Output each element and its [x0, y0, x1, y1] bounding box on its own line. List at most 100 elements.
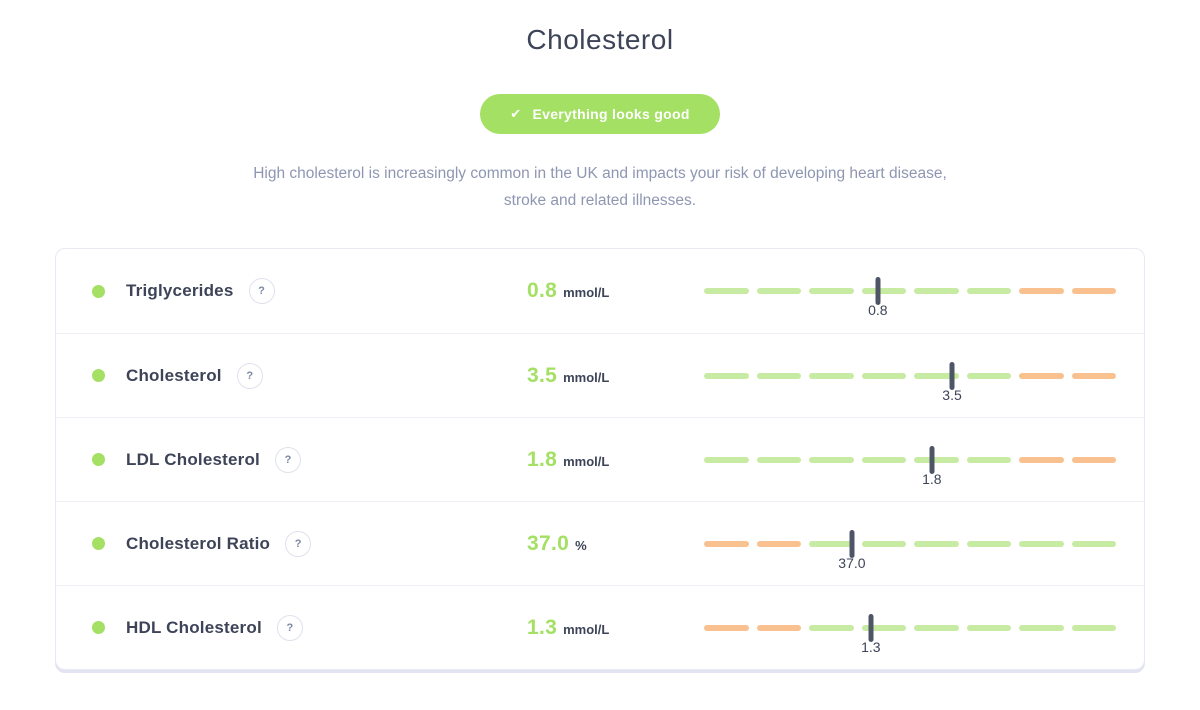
range-segment-green: [966, 456, 1011, 463]
range-segment-green: [966, 624, 1011, 631]
biomarker-value: 1.3: [527, 615, 558, 639]
biomarker-unit: mmol/L: [563, 285, 610, 300]
marker-value-label: 3.5: [942, 386, 962, 403]
biomarker-row: HDL Cholesterol ? 1.3 mmol/L 1.3: [56, 585, 1144, 669]
biomarker-row: Triglycerides ? 0.8 mmol/L 0.8: [56, 249, 1144, 333]
biomarker-value: 37.0: [527, 531, 570, 555]
help-icon[interactable]: ?: [285, 530, 312, 557]
marker-value-label: 1.3: [861, 638, 881, 655]
help-icon[interactable]: ?: [236, 362, 263, 389]
biomarker-row: LDL Cholesterol ? 1.8 mmol/L 1.8: [56, 417, 1144, 501]
range-segment-orange: [704, 540, 749, 547]
range-segment-green: [1019, 624, 1064, 631]
range-segment-green: [1071, 540, 1116, 547]
value-marker: [868, 613, 874, 642]
help-icon[interactable]: ?: [276, 614, 303, 641]
range-segment-green: [861, 456, 906, 463]
range-segment-green: [914, 456, 959, 463]
range-segment-orange: [1019, 288, 1064, 294]
range-segment-green: [861, 288, 906, 294]
range-segment-orange: [1019, 456, 1064, 463]
page-title: Cholesterol: [526, 24, 674, 55]
range-segment-green: [861, 372, 906, 379]
status-badge: ✔ Everything looks good: [480, 94, 720, 134]
biomarker-info: Triglycerides ?: [92, 278, 527, 304]
range-segment-green: [809, 456, 854, 463]
help-icon[interactable]: ?: [274, 446, 301, 473]
biomarker-reading: 3.5 mmol/L: [527, 364, 704, 388]
biomarker-info: Cholesterol Ratio ?: [92, 530, 527, 557]
marker-value-label: 37.0: [838, 554, 866, 571]
marker-value-label: 0.8: [868, 302, 888, 318]
range-segment-orange: [1019, 372, 1064, 379]
biomarker-reading: 37.0 %: [527, 532, 704, 556]
range-segment-green: [914, 624, 959, 631]
range-bar: 1.8: [704, 445, 1116, 487]
value-marker: [875, 277, 881, 305]
range-segment-green: [861, 624, 906, 631]
range-segment-orange: [1071, 288, 1116, 294]
biomarker-info: LDL Cholesterol ?: [92, 446, 527, 473]
range-segment-green: [756, 288, 801, 294]
biomarker-value: 0.8: [527, 279, 558, 302]
biomarker-reading: 1.8 mmol/L: [527, 448, 704, 472]
biomarker-value: 3.5: [527, 363, 558, 387]
range-segment-green: [809, 288, 854, 294]
range-segment-green: [1071, 624, 1116, 631]
check-icon: ✔: [510, 106, 522, 121]
biomarker-value: 1.8: [527, 447, 558, 471]
value-marker: [849, 529, 855, 558]
biomarker-unit: mmol/L: [563, 621, 610, 637]
range-segment-green: [966, 540, 1011, 547]
range-segment-green: [809, 624, 854, 631]
range-segment-orange: [756, 624, 801, 631]
page-description: High cholesterol is increasingly common …: [253, 165, 947, 210]
range-bar: 0.8: [704, 277, 1116, 318]
range-segment-green: [704, 456, 749, 463]
range-bar: 3.5: [704, 361, 1116, 403]
biomarker-panel: Triglycerides ? 0.8 mmol/L 0.8 Cholester…: [55, 248, 1145, 670]
biomarker-unit: mmol/L: [563, 369, 610, 385]
biomarker-row: Cholesterol ? 3.5 mmol/L 3.5: [56, 333, 1144, 417]
range-segment-green: [704, 372, 749, 379]
value-marker: [949, 361, 955, 390]
biomarker-reading: 0.8 mmol/L: [527, 279, 704, 303]
status-badge-label: Everything looks good: [532, 106, 690, 122]
status-dot: [92, 369, 105, 382]
marker-value-label: 1.8: [922, 470, 942, 487]
biomarker-unit: %: [575, 537, 587, 553]
range-bar: 1.3: [704, 613, 1116, 655]
biomarker-info: Cholesterol ?: [92, 362, 527, 389]
range-segment-orange: [1071, 456, 1116, 463]
status-dot: [92, 284, 105, 298]
range-segment-green: [809, 372, 854, 379]
range-segment-green: [704, 288, 749, 294]
range-bar: 37.0: [704, 529, 1116, 571]
range-segment-green: [914, 372, 959, 379]
range-segment-green: [914, 288, 959, 294]
range-segment-orange: [704, 624, 749, 631]
biomarker-row: Cholesterol Ratio ? 37.0 % 37.0: [56, 501, 1144, 585]
range-segment-orange: [1071, 372, 1116, 379]
range-segment-green: [966, 288, 1011, 294]
range-segment-green: [914, 540, 959, 547]
biomarker-label: LDL Cholesterol: [126, 449, 260, 469]
range-segment-green: [1019, 540, 1064, 547]
status-dot: [92, 537, 105, 550]
value-marker: [929, 445, 935, 474]
range-segment-green: [966, 372, 1011, 379]
biomarker-unit: mmol/L: [563, 453, 610, 469]
biomarker-info: HDL Cholesterol ?: [92, 614, 527, 641]
biomarker-label: Cholesterol Ratio: [126, 533, 271, 553]
help-icon[interactable]: ?: [248, 278, 275, 304]
range-segment-green: [756, 456, 801, 463]
biomarker-reading: 1.3 mmol/L: [527, 616, 704, 640]
range-segment-green: [756, 372, 801, 379]
status-badge-container: ✔ Everything looks good: [0, 94, 1200, 134]
range-segment-green: [861, 540, 906, 547]
biomarker-label: HDL Cholesterol: [126, 617, 262, 637]
biomarker-label: Cholesterol: [126, 365, 222, 385]
biomarker-label: Triglycerides: [126, 281, 234, 300]
status-dot: [92, 621, 105, 634]
biomarker-list: Triglycerides ? 0.8 mmol/L 0.8 Cholester…: [56, 249, 1144, 669]
